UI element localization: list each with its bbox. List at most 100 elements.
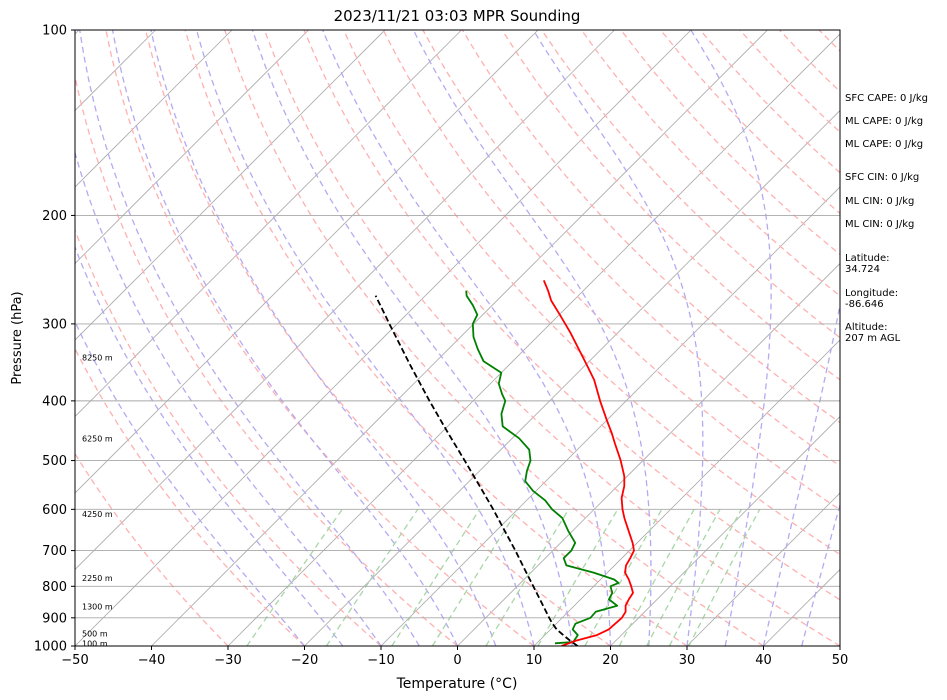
parcel-line bbox=[374, 295, 579, 646]
dry-adiabat-line bbox=[303, 30, 840, 601]
moist-adiabat-line bbox=[322, 30, 612, 646]
moist-adiabat-line bbox=[75, 245, 344, 646]
isotherm-line bbox=[75, 30, 233, 188]
moist-adiabat-line bbox=[195, 30, 535, 646]
isotherm-line bbox=[304, 109, 840, 646]
mixing-ratio-line bbox=[618, 508, 695, 646]
dry-adiabat-line bbox=[343, 30, 840, 556]
dry-adiabat-line bbox=[105, 30, 535, 646]
plot-frame bbox=[74, 29, 841, 647]
moist-adiabat-line bbox=[150, 30, 497, 646]
y-tick-label: 100 bbox=[42, 24, 67, 39]
dry-adiabat-line bbox=[184, 30, 688, 646]
data-series bbox=[374, 280, 635, 646]
sfc-cin-text: SFC CIN: 0 J/kg bbox=[845, 172, 920, 183]
isotherm-line bbox=[75, 30, 692, 646]
background-lines bbox=[75, 30, 840, 646]
longitude-text: Longitude: -86.646 bbox=[845, 288, 899, 310]
x-tick-label: 50 bbox=[832, 653, 849, 668]
height-label: 4250 m bbox=[82, 510, 113, 519]
height-label: 2250 m bbox=[82, 574, 113, 583]
ml-cin-text-2: ML CIN: 0 J/kg bbox=[845, 219, 915, 230]
isotherm-line bbox=[227, 33, 840, 646]
moist-adiabat-line bbox=[762, 301, 840, 646]
temperature-line bbox=[542, 280, 635, 646]
isotherm-line bbox=[75, 30, 309, 265]
isotherm-line bbox=[533, 339, 840, 646]
isotherm-line bbox=[75, 30, 615, 571]
mixing-ratio-line bbox=[246, 508, 343, 646]
pressure-gridlines bbox=[75, 214, 840, 619]
y-axis-label: Pressure (hPa) bbox=[10, 291, 25, 384]
dry-adiabat-line bbox=[75, 228, 382, 646]
isotherm-line bbox=[610, 415, 840, 646]
moist-adiabat-line bbox=[111, 30, 459, 646]
x-axis-label: Temperature (°C) bbox=[396, 676, 518, 692]
y-tick-label: 600 bbox=[42, 503, 67, 518]
y-tick-label: 1000 bbox=[34, 640, 67, 655]
latitude-text: Latitude: 34.724 bbox=[845, 253, 890, 275]
height-label: 1300 m bbox=[82, 603, 113, 612]
sfc-cape-text: SFC CAPE: 0 J/kg bbox=[845, 93, 928, 104]
isotherm-line bbox=[686, 492, 840, 646]
mixing-ratio-line bbox=[646, 508, 721, 646]
moist-adiabat-line bbox=[79, 30, 420, 646]
moist-adiabat-line bbox=[801, 502, 840, 646]
x-tick-label: −50 bbox=[61, 653, 88, 668]
height-label: 100 m bbox=[82, 639, 108, 648]
moist-adiabat-line bbox=[75, 150, 382, 646]
isotherm-line bbox=[75, 30, 462, 418]
x-tick-label: 20 bbox=[602, 653, 619, 668]
x-tick-label: −20 bbox=[291, 653, 318, 668]
dewpoint-line bbox=[465, 290, 620, 645]
dry-adiabat-line bbox=[144, 30, 611, 646]
isotherm-line bbox=[75, 30, 539, 494]
x-tick-label: −30 bbox=[214, 653, 241, 668]
y-tick-label: 200 bbox=[42, 209, 67, 224]
moist-adiabat-line bbox=[532, 30, 704, 646]
y-tick-label: 300 bbox=[42, 317, 67, 332]
height-label: 8250 m bbox=[82, 353, 113, 362]
height-label: 6250 m bbox=[82, 434, 113, 443]
dry-adiabat-line bbox=[382, 30, 840, 511]
y-tick-label: 400 bbox=[42, 394, 67, 409]
dry-adiabat-line bbox=[263, 30, 840, 646]
y-tick-label: 500 bbox=[42, 454, 67, 469]
dry-adiabat-line bbox=[224, 30, 764, 646]
height-label: 500 m bbox=[82, 630, 108, 639]
x-tick-label: −40 bbox=[138, 653, 165, 668]
y-tick-label: 800 bbox=[42, 580, 67, 595]
dry-adiabat-line bbox=[422, 30, 840, 467]
mixing-ratio-line bbox=[668, 508, 742, 646]
mixing-ratio-line bbox=[431, 508, 519, 646]
y-tick-label: 700 bbox=[42, 544, 67, 559]
mixing-ratio-line bbox=[584, 508, 663, 646]
dry-adiabat-line bbox=[75, 452, 229, 646]
y-tick-label: 900 bbox=[42, 611, 67, 626]
isotherm-line bbox=[151, 30, 768, 646]
ml-cape-text-2: ML CAPE: 0 J/kg bbox=[845, 139, 924, 150]
isotherm-line bbox=[380, 186, 840, 646]
ml-cape-text: ML CAPE: 0 J/kg bbox=[845, 116, 924, 127]
ml-cin-text: ML CIN: 0 J/kg bbox=[845, 196, 915, 207]
x-tick-label: 30 bbox=[679, 653, 696, 668]
dry-adiabat-line bbox=[580, 30, 840, 297]
x-axis-ticks: −50 −40 −30 −20 −10 0 10 20 30 40 50 bbox=[61, 646, 848, 668]
dry-adiabat-line bbox=[75, 347, 305, 646]
mixing-ratio-line bbox=[537, 508, 619, 646]
x-tick-label: −10 bbox=[367, 653, 394, 668]
chart-title: 2023/11/21 03:03 MPR Sounding bbox=[334, 7, 581, 25]
isotherm-line bbox=[457, 262, 840, 646]
moist-adiabat-line bbox=[690, 30, 772, 646]
altitude-text: Altitude: 207 m AGL bbox=[845, 322, 901, 344]
mixing-ratio-line bbox=[688, 508, 761, 646]
x-tick-label: 0 bbox=[453, 653, 461, 668]
moist-adiabat-line bbox=[251, 30, 573, 646]
moist-adiabat-line bbox=[412, 30, 652, 646]
mixing-ratio-line bbox=[485, 508, 570, 646]
x-tick-label: 10 bbox=[526, 653, 543, 668]
y-axis-ticks: 1000 900 800 700 600 500 400 300 200 100 bbox=[34, 24, 75, 655]
x-tick-label: 40 bbox=[755, 653, 772, 668]
